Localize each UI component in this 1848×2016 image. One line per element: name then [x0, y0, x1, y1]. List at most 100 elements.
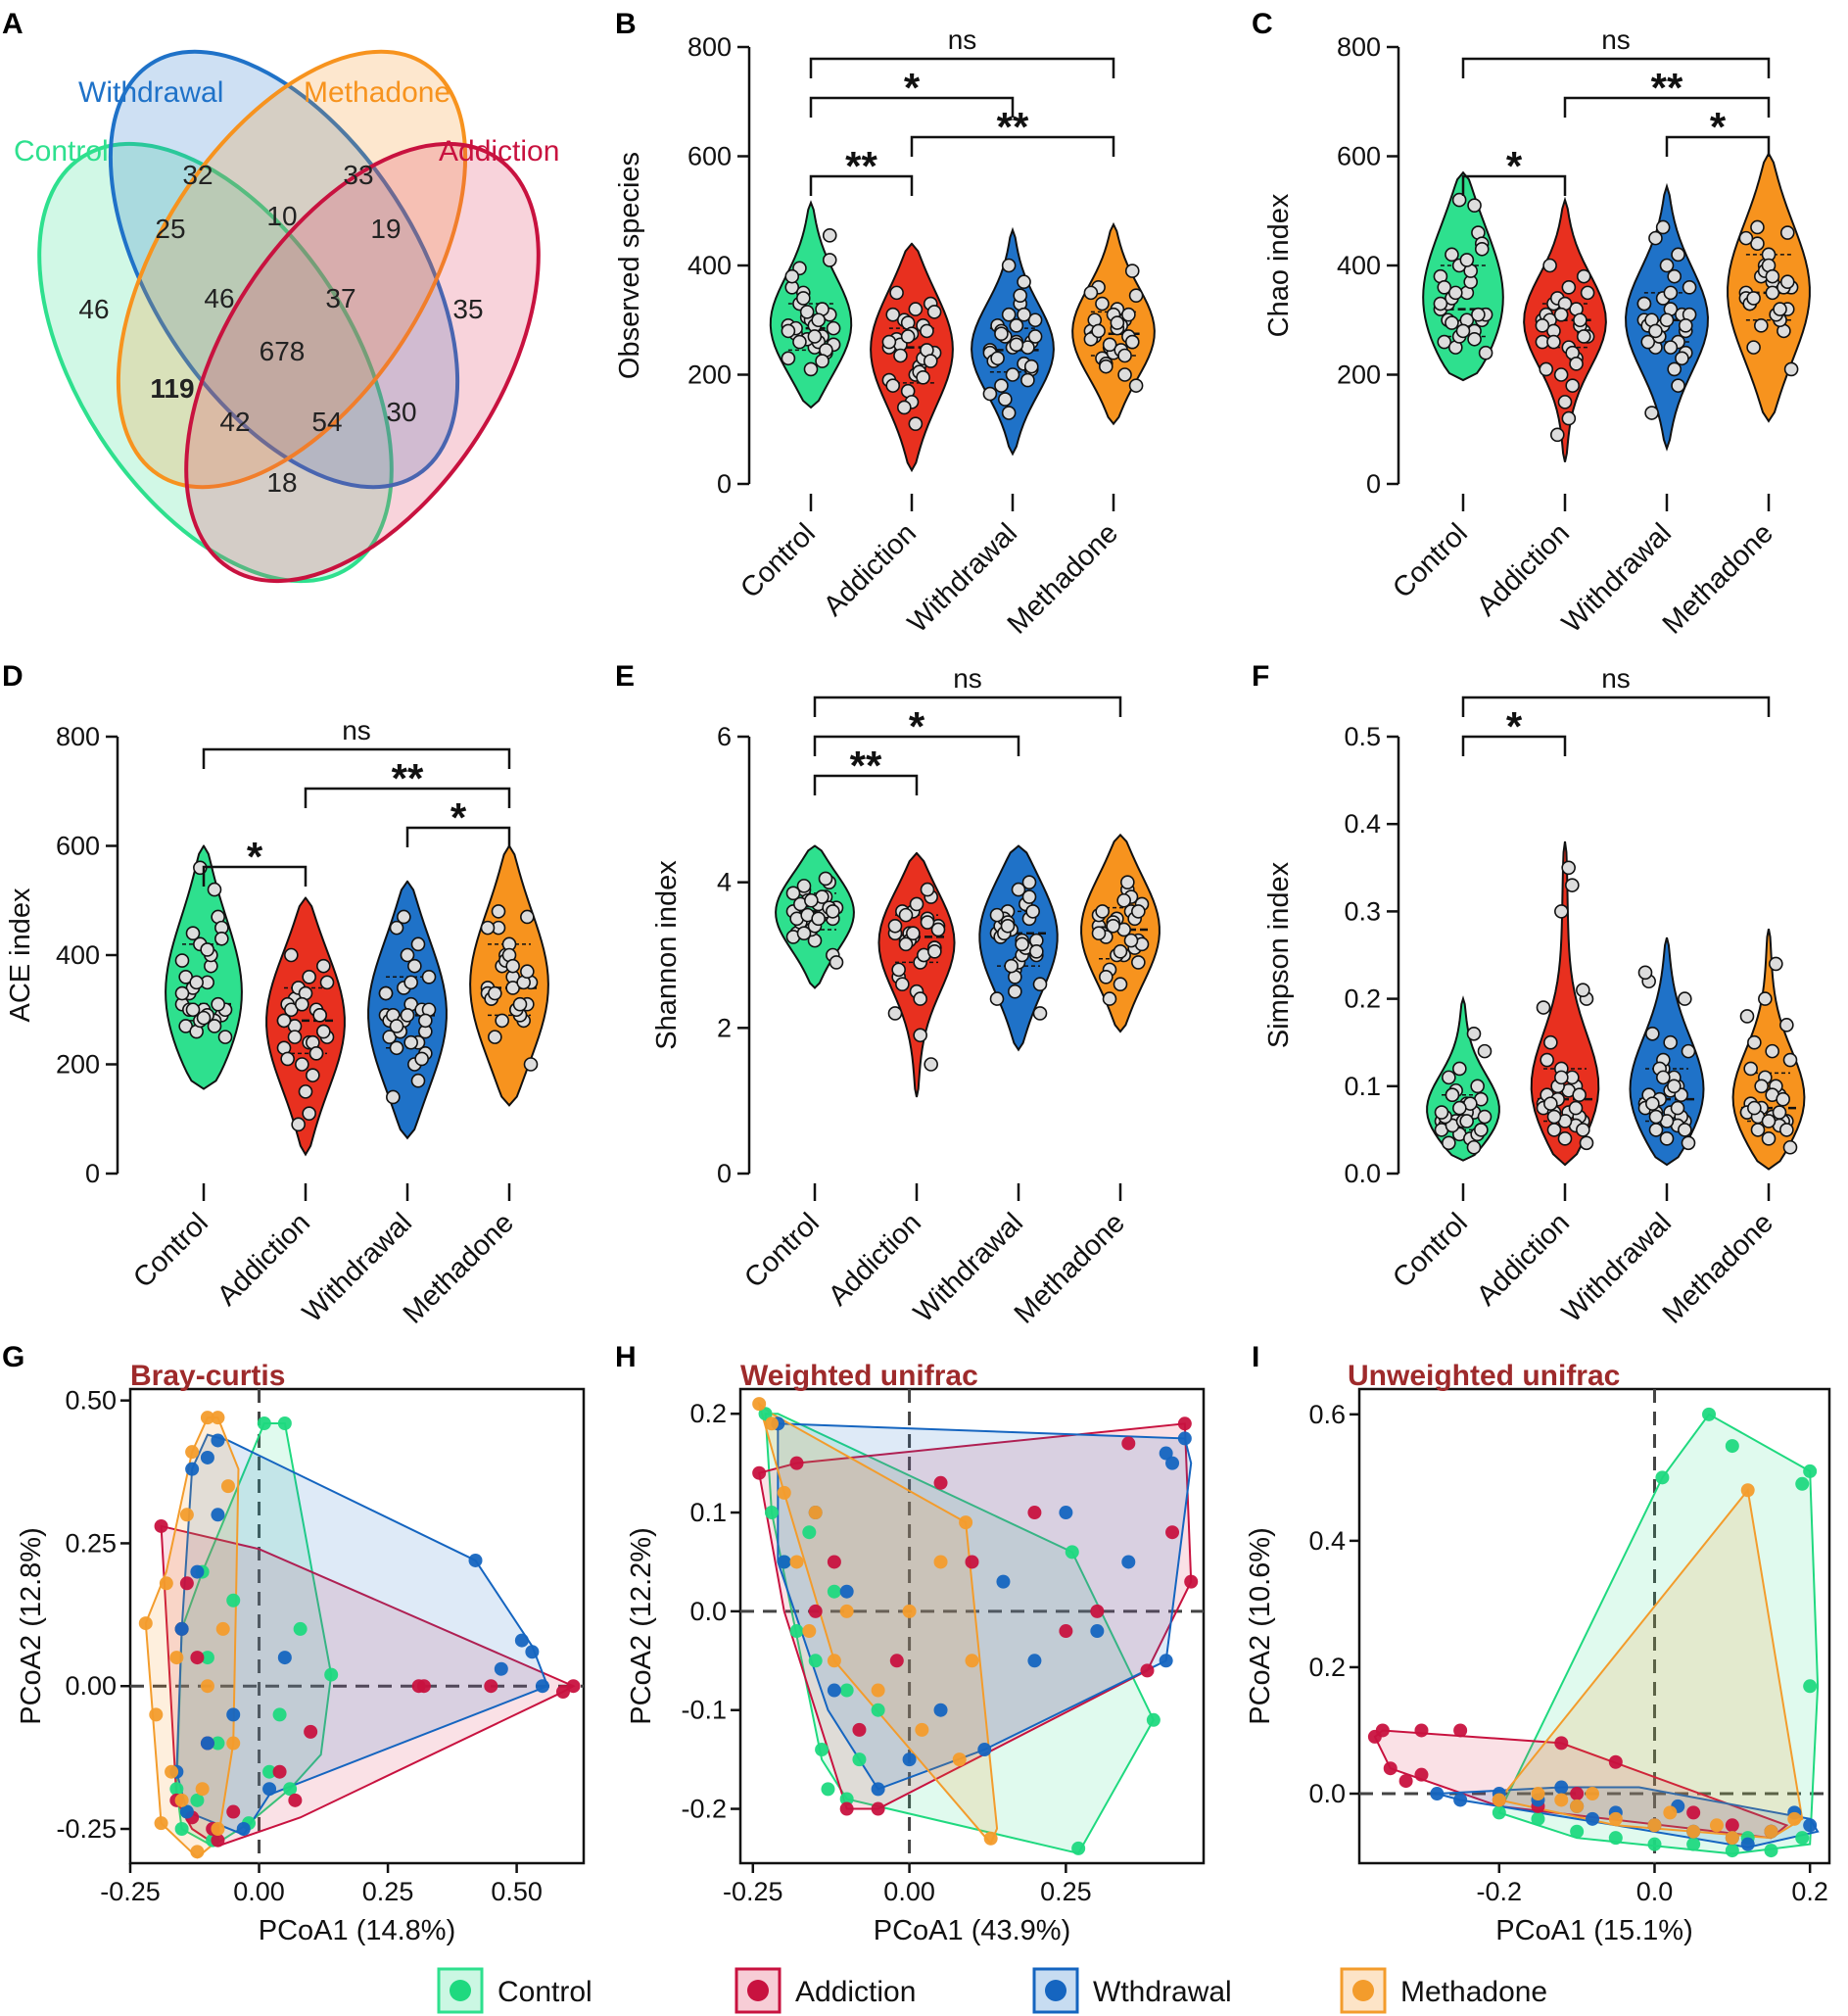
data-point-withdrawal — [1121, 1555, 1136, 1569]
data-point-withdrawal — [1670, 1100, 1685, 1116]
data-point-methadone — [1779, 274, 1795, 290]
data-point-withdrawal — [468, 1553, 483, 1567]
significance-label: ** — [850, 743, 882, 789]
data-point-methadone — [1492, 1793, 1506, 1807]
violin-chart-simpson-index: 0.0 0.1 0.2 0.3 0.4 0.5 Simpson index ControlAd… — [1263, 663, 1806, 1330]
data-point-addiction — [885, 378, 901, 393]
y-tick-label: 0.6 — [1308, 1400, 1346, 1429]
y-axis-label: PCoA2 (10.6%) — [1245, 1527, 1276, 1725]
data-point-addiction — [1546, 1123, 1562, 1137]
y-tick-label: 400 — [687, 251, 732, 280]
data-point-addiction — [284, 947, 299, 963]
data-point-control — [226, 1593, 241, 1608]
data-point-control — [1451, 192, 1467, 208]
data-point-control — [1470, 1079, 1485, 1094]
y-tick-label: 200 — [687, 360, 732, 390]
data-point-control — [1459, 1114, 1474, 1128]
data-point-withdrawal — [386, 1089, 401, 1105]
y-tick-label: 6 — [717, 722, 732, 751]
data-point-addiction — [1383, 1761, 1398, 1776]
significance-label: ns — [342, 715, 371, 745]
y-tick-label: 800 — [1337, 32, 1381, 62]
data-point-methadone — [1102, 337, 1117, 353]
significance-label: * — [909, 703, 925, 749]
data-point-methadone — [1779, 225, 1795, 240]
data-point-addiction — [930, 922, 946, 937]
x-category-label-control: Control — [734, 517, 822, 604]
data-point-withdrawal — [1682, 279, 1697, 295]
data-point-withdrawal — [1008, 984, 1022, 999]
data-point-control — [169, 1782, 184, 1797]
data-point-control — [1478, 345, 1493, 360]
legend-label-control: Control — [498, 1976, 592, 2008]
data-point-withdrawal — [414, 1051, 429, 1067]
data-point-addiction — [913, 1028, 927, 1043]
data-point-methadone — [915, 1722, 929, 1737]
data-point-withdrawal — [1029, 943, 1044, 959]
data-point-addiction — [566, 1679, 581, 1694]
significance-label: ns — [948, 24, 977, 55]
data-point-withdrawal — [1004, 958, 1019, 974]
venn-diagram: Control Withdrawal Methadone Addiction 4… — [14, 49, 559, 584]
data-point-methadone — [1106, 918, 1120, 934]
data-point-control — [839, 1792, 854, 1806]
data-point-addiction — [312, 1008, 327, 1023]
panel-letter-d: D — [2, 660, 24, 693]
data-point-control — [1071, 1841, 1086, 1855]
significance-label: ns — [1601, 24, 1631, 55]
data-point-methadone — [1740, 1483, 1755, 1498]
significance-bracket — [809, 174, 914, 196]
data-point-withdrawal — [1554, 1780, 1569, 1795]
data-point-addiction — [965, 1555, 979, 1569]
data-point-methadone — [1091, 926, 1107, 941]
venn-label-withdrawal: Withdrawal — [78, 76, 223, 109]
significance-bracket — [1461, 174, 1567, 196]
x-tick-label: 0.00 — [233, 1877, 285, 1906]
legend-label-addiction: Addiction — [795, 1976, 916, 2008]
data-point-control — [827, 1584, 841, 1599]
data-point-addiction — [211, 1833, 225, 1848]
violin-addiction — [877, 851, 956, 1098]
legend-label-withdrawal: Wthdrawal — [1093, 1976, 1232, 2008]
y-tick-label: 0.0 — [1344, 1159, 1381, 1188]
data-point-addiction — [1546, 334, 1561, 350]
data-point-withdrawal — [996, 1574, 1011, 1589]
data-point-withdrawal — [1009, 318, 1024, 333]
data-point-withdrawal — [1001, 406, 1017, 420]
significance-bracket — [910, 135, 1115, 157]
significance-bracket — [1461, 735, 1567, 756]
venn-label-control: Control — [14, 135, 109, 168]
data-point-control — [190, 1793, 205, 1807]
legend-marker-methadone — [1352, 1980, 1374, 2001]
y-tick-label: 0.00 — [65, 1671, 117, 1701]
data-point-control — [1466, 1026, 1482, 1041]
data-point-addiction — [1543, 1096, 1558, 1111]
data-point-withdrawal — [514, 1633, 529, 1648]
data-point-addiction — [1553, 367, 1569, 382]
y-tick-label: 0 — [85, 1159, 100, 1188]
venn-count-control-only: 46 — [78, 294, 109, 324]
y-tick-label: 0.4 — [1344, 809, 1381, 839]
data-point-methadone — [1750, 236, 1765, 251]
data-point-withdrawal — [1013, 288, 1027, 303]
data-point-control — [802, 1525, 817, 1540]
data-point-withdrawal — [378, 985, 394, 1001]
data-point-withdrawal — [1678, 991, 1692, 1006]
data-point-addiction — [1569, 357, 1584, 371]
data-point-addiction — [933, 1475, 948, 1490]
data-point-withdrawal — [403, 975, 418, 990]
data-point-addiction — [913, 991, 927, 1006]
data-point-addiction — [1554, 1070, 1569, 1085]
data-point-addiction — [179, 1576, 194, 1591]
data-point-methadone — [1754, 318, 1769, 333]
panel-letter-f: F — [1252, 660, 1269, 693]
data-point-methadone — [1782, 1139, 1798, 1155]
violin-chart-observed-species: 0 200 400 600 800 Observed species ControlAddi… — [614, 24, 1156, 641]
panel-letter-g: G — [2, 1341, 24, 1373]
venn-count-addiction-only: 35 — [452, 294, 483, 324]
significance-label: ** — [1651, 65, 1683, 111]
data-point-addiction — [1568, 1100, 1584, 1116]
data-point-control — [807, 329, 823, 344]
data-point-methadone — [1761, 1114, 1777, 1128]
data-point-addiction — [1565, 378, 1580, 393]
